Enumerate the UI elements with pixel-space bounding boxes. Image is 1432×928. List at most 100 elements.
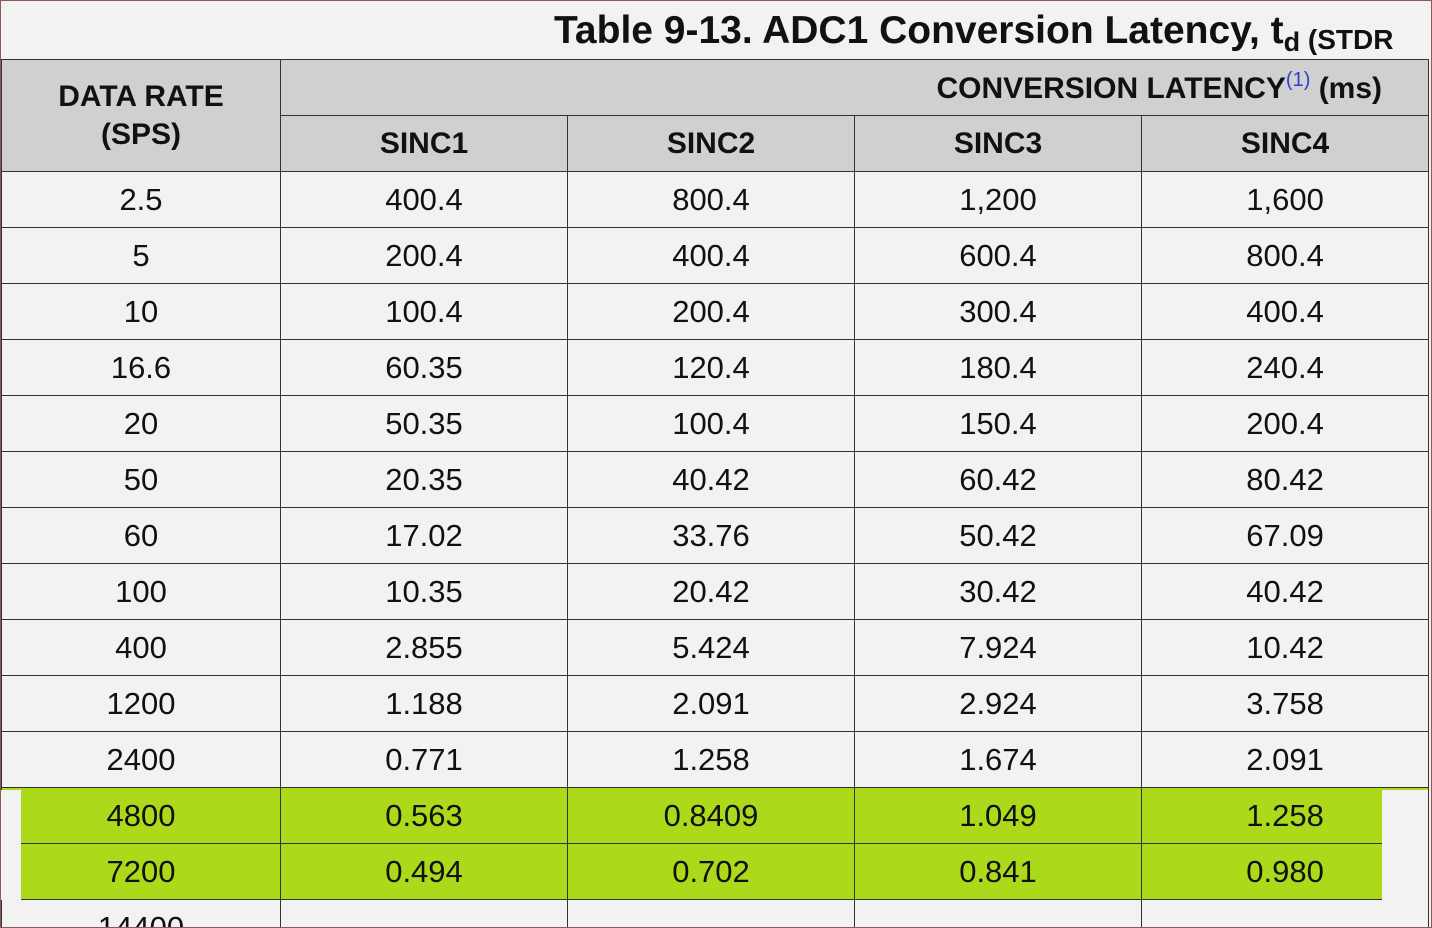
cell-data-rate: 20 (1, 395, 281, 452)
cell-sinc4: 10.42 (1140, 619, 1430, 676)
cell-sinc4: 800.4 (1140, 227, 1430, 284)
table-row: 1200 1.188 2.091 2.924 3.758 (1, 675, 1430, 732)
cell-sinc3: 2.924 (854, 675, 1142, 732)
header-conversion-latency: CONVERSION LATENCY(1) (ms) (279, 59, 1430, 116)
table-row: 10 100.4 200.4 300.4 400.4 (1, 283, 1430, 340)
header-sinc4: SINC4 (1140, 115, 1430, 172)
footnote-link[interactable]: (1) (1285, 69, 1311, 91)
table-row: 20 50.35 100.4 150.4 200.4 (1, 395, 1430, 452)
header-sinc1: SINC1 (280, 115, 568, 172)
cell-data-rate: 2400 (1, 731, 281, 788)
latency-table: DATA RATE (SPS) CONVERSION LATENCY(1) (ms… (1, 59, 1430, 927)
header-latency-unit: (ms) (1310, 72, 1383, 105)
cell-sinc4: 1.258 (1140, 787, 1430, 844)
cell-sinc2: 0.8409 (567, 787, 855, 844)
cell-data-rate: 100 (1, 563, 281, 620)
table-row-highlighted: 7200 0.494 0.702 0.841 0.980 (1, 843, 1430, 900)
cell-sinc1: 0.771 (280, 731, 568, 788)
table-row: 60 17.02 33.76 50.42 67.09 (1, 507, 1430, 564)
cell-sinc4: 200.4 (1140, 395, 1430, 452)
cell-sinc1: 400.4 (280, 171, 568, 228)
header-data-rate: DATA RATE (SPS) (1, 59, 281, 172)
cell-sinc1: 200.4 (280, 227, 568, 284)
table-row: 50 20.35 40.42 60.42 80.42 (1, 451, 1430, 508)
table-title: Table 9-13. ADC1 Conversion Latency, td … (554, 9, 1393, 58)
cell-sinc4: 400.4 (1140, 283, 1430, 340)
cell-sinc3: 30.42 (854, 563, 1142, 620)
cell-data-rate: 50 (1, 451, 281, 508)
cell-sinc2: 5.424 (567, 619, 855, 676)
cell-data-rate: 60 (1, 507, 281, 564)
cell-sinc1: 0.563 (280, 787, 568, 844)
cell-sinc2: 0.702 (567, 843, 855, 900)
cell-sinc2: 20.42 (567, 563, 855, 620)
highlight-mask-right (1382, 790, 1428, 900)
cell-sinc4: 3.758 (1140, 675, 1430, 732)
table-row: 100 10.35 20.42 30.42 40.42 (1, 563, 1430, 620)
cell-sinc1: 1.188 (280, 675, 568, 732)
header-sinc3: SINC3 (854, 115, 1142, 172)
title-subscript: d (1283, 27, 1301, 57)
cell-data-rate: 400 (1, 619, 281, 676)
cell-sinc2: 40.42 (567, 451, 855, 508)
table-row: 5 200.4 400.4 600.4 800.4 (1, 227, 1430, 284)
cell-sinc3: 0.841 (854, 843, 1142, 900)
cell-sinc2: 200.4 (567, 283, 855, 340)
cell-sinc3: 150.4 (854, 395, 1142, 452)
cell-sinc1: 20.35 (280, 451, 568, 508)
table-row-partial: 14400 (1, 899, 1430, 927)
cell-sinc2: 800.4 (567, 171, 855, 228)
cell-sinc3: 600.4 (854, 227, 1142, 284)
cell-sinc3: 180.4 (854, 339, 1142, 396)
title-suffix: (STDR (1300, 24, 1394, 55)
table-row: 400 2.855 5.424 7.924 10.42 (1, 619, 1430, 676)
cell-sinc3: 1.049 (854, 787, 1142, 844)
cell-sinc2: 2.091 (567, 675, 855, 732)
cell-sinc3: 1.674 (854, 731, 1142, 788)
cell-sinc4: 0.980 (1140, 843, 1430, 900)
cell-data-rate: 4800 (1, 787, 281, 844)
cell-sinc4: 2.091 (1140, 731, 1430, 788)
table-row: 2400 0.771 1.258 1.674 2.091 (1, 731, 1430, 788)
cell-sinc2: 120.4 (567, 339, 855, 396)
table-row-highlighted: 4800 0.563 0.8409 1.049 1.258 (1, 787, 1430, 844)
cell-sinc1: 50.35 (280, 395, 568, 452)
cell-data-rate: 1200 (1, 675, 281, 732)
cell-sinc3: 7.924 (854, 619, 1142, 676)
cell-data-rate: 16.6 (1, 339, 281, 396)
cell-sinc4: 80.42 (1140, 451, 1430, 508)
cell-sinc2: 100.4 (567, 395, 855, 452)
cell-sinc4: 240.4 (1140, 339, 1430, 396)
cell-sinc3: 60.42 (854, 451, 1142, 508)
cell-sinc1: 60.35 (280, 339, 568, 396)
header-data-rate-line2: (SPS) (100, 117, 181, 151)
header-sinc2: SINC2 (567, 115, 855, 172)
cell-sinc1: 2.855 (280, 619, 568, 676)
cell-data-rate: 2.5 (1, 171, 281, 228)
cell-sinc2: 1.258 (567, 731, 855, 788)
cell-sinc4: 67.09 (1140, 507, 1430, 564)
header-data-rate-line1: DATA RATE (58, 79, 224, 113)
cell-sinc4: 40.42 (1140, 563, 1430, 620)
cell-sinc3: 50.42 (854, 507, 1142, 564)
cell-sinc4 (1140, 899, 1430, 927)
cell-sinc3: 1,200 (854, 171, 1142, 228)
cell-sinc1: 17.02 (280, 507, 568, 564)
cell-sinc2: 400.4 (567, 227, 855, 284)
highlight-mask-left (1, 790, 21, 900)
cell-data-rate: 10 (1, 283, 281, 340)
cell-sinc3 (854, 899, 1142, 927)
cell-data-rate: 5 (1, 227, 281, 284)
title-text: Table 9-13. ADC1 Conversion Latency, t (554, 9, 1284, 52)
cell-data-rate: 7200 (1, 843, 281, 900)
cell-sinc1: 100.4 (280, 283, 568, 340)
cell-sinc1: 10.35 (280, 563, 568, 620)
table-row: 2.5 400.4 800.4 1,200 1,600 (1, 171, 1430, 228)
cell-sinc2: 33.76 (567, 507, 855, 564)
table-row: 16.6 60.35 120.4 180.4 240.4 (1, 339, 1430, 396)
cell-sinc1 (280, 899, 568, 927)
cell-sinc1: 0.494 (280, 843, 568, 900)
cell-sinc4: 1,600 (1140, 171, 1430, 228)
cell-sinc2 (567, 899, 855, 927)
